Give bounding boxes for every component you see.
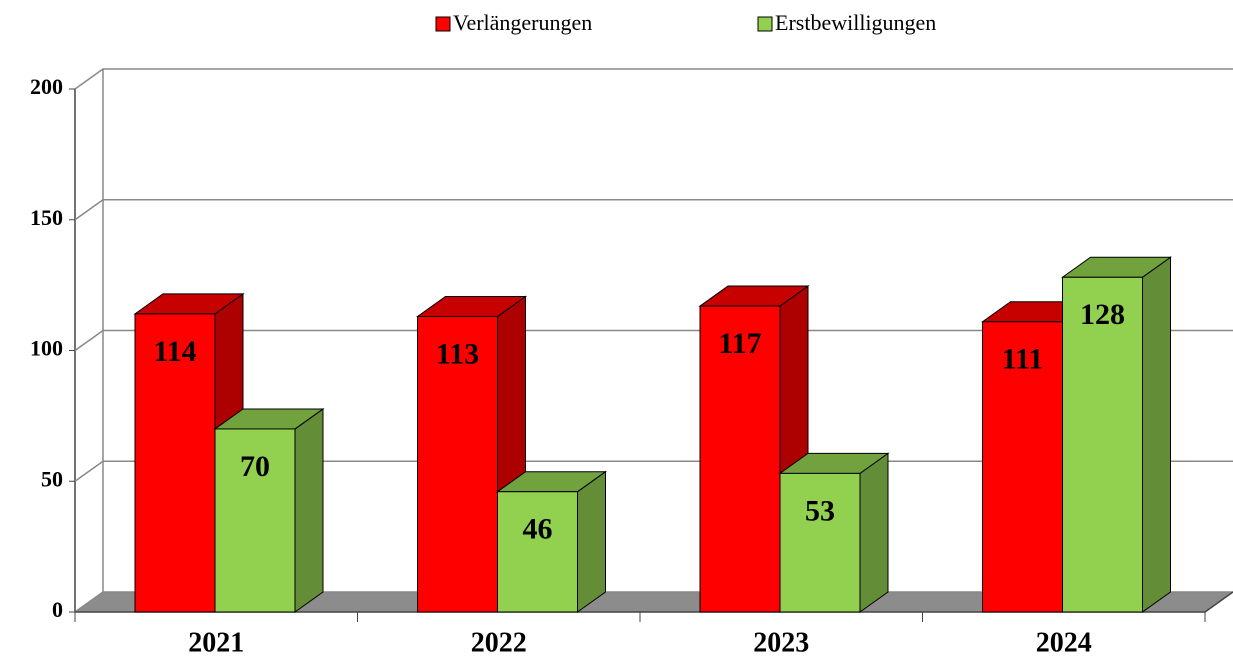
bar bbox=[699, 305, 781, 613]
x-tick-label: 2024 bbox=[1036, 627, 1092, 658]
bar bbox=[982, 321, 1063, 613]
bar bbox=[134, 313, 216, 613]
y-tick-label: 50 bbox=[41, 466, 63, 491]
x-tick-label: 2022 bbox=[471, 627, 527, 658]
y-tick-label: 200 bbox=[30, 74, 63, 99]
y-tick-label: 0 bbox=[52, 597, 63, 622]
data-label: 117 bbox=[718, 327, 761, 360]
data-label: 70 bbox=[240, 450, 270, 483]
data-label: 111 bbox=[1002, 343, 1044, 376]
bar bbox=[1062, 276, 1143, 613]
data-label: 114 bbox=[153, 335, 196, 368]
legend-label: Erstbewilligungen bbox=[775, 10, 936, 35]
x-tick-label: 2023 bbox=[753, 627, 809, 658]
bar-side bbox=[294, 407, 324, 613]
data-label: 46 bbox=[523, 513, 553, 546]
bar bbox=[214, 428, 296, 613]
bar bbox=[779, 472, 861, 613]
grid-line bbox=[74, 68, 1233, 90]
legend-swatch bbox=[757, 16, 773, 32]
data-label: 128 bbox=[1080, 298, 1125, 331]
x-tick-label: 2021 bbox=[188, 627, 244, 658]
grid-line bbox=[74, 329, 1233, 352]
bar-side bbox=[1142, 256, 1171, 613]
bar bbox=[497, 491, 578, 613]
data-label: 53 bbox=[805, 494, 835, 527]
x-axis-depth bbox=[1204, 591, 1233, 613]
legend-label: Verlängerungen bbox=[453, 10, 592, 35]
y-tick-label: 150 bbox=[30, 205, 63, 230]
legend-swatch bbox=[435, 16, 451, 32]
bar-side bbox=[577, 470, 606, 613]
bar bbox=[417, 316, 498, 613]
data-label: 113 bbox=[436, 337, 479, 370]
grid-line bbox=[74, 199, 1233, 221]
y-tick-label: 100 bbox=[30, 336, 63, 361]
bar-side bbox=[859, 452, 889, 613]
